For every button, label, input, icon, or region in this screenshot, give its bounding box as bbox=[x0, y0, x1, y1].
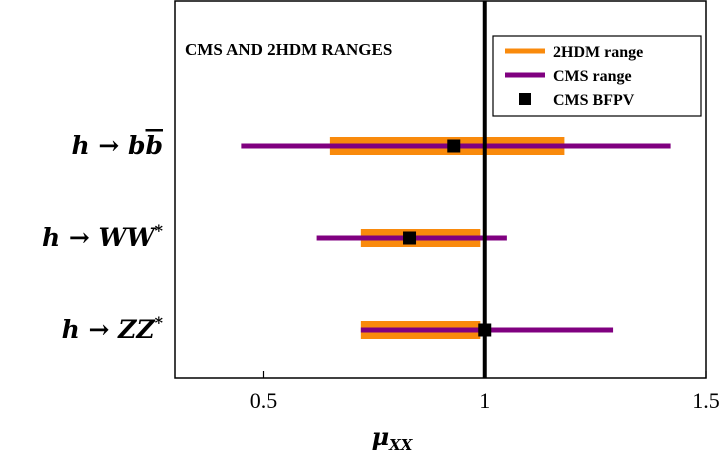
chart-title: CMS AND 2HDM RANGES bbox=[185, 40, 392, 59]
category-label-2: h → ZZ* bbox=[62, 313, 164, 344]
category-label-1: h → WW* bbox=[42, 221, 164, 252]
x-tick-label-2: 1.5 bbox=[692, 388, 719, 413]
category-label-0: h → bb bbox=[72, 131, 164, 160]
legend-label-0: 2HDM range bbox=[553, 44, 643, 61]
cms-bfpv-point-0 bbox=[447, 139, 461, 153]
legend: 2HDM range CMS range CMS BFPV bbox=[492, 35, 702, 117]
legend-label-1: CMS range bbox=[553, 68, 632, 85]
x-tick-label-0: 0.5 bbox=[250, 388, 278, 413]
plot-frame bbox=[174, 0, 707, 379]
x-axis-label-subscript: XX bbox=[388, 436, 414, 451]
plot-area bbox=[241, 1, 671, 378]
y-axis-categories: h → bb h → WW* h → ZZ* bbox=[42, 131, 164, 344]
x-tick-label-1: 1 bbox=[479, 388, 490, 413]
cms-bfpv-point-1 bbox=[403, 231, 417, 245]
x-axis-label: μXX bbox=[372, 422, 414, 451]
x-axis-label-main: μ bbox=[372, 422, 390, 451]
cms-bfpv-point-2 bbox=[478, 323, 492, 337]
x-axis: 0.5 1 1.5 bbox=[250, 371, 719, 413]
legend-swatch-bfpv bbox=[519, 93, 531, 105]
legend-label-2: CMS BFPV bbox=[553, 92, 635, 109]
